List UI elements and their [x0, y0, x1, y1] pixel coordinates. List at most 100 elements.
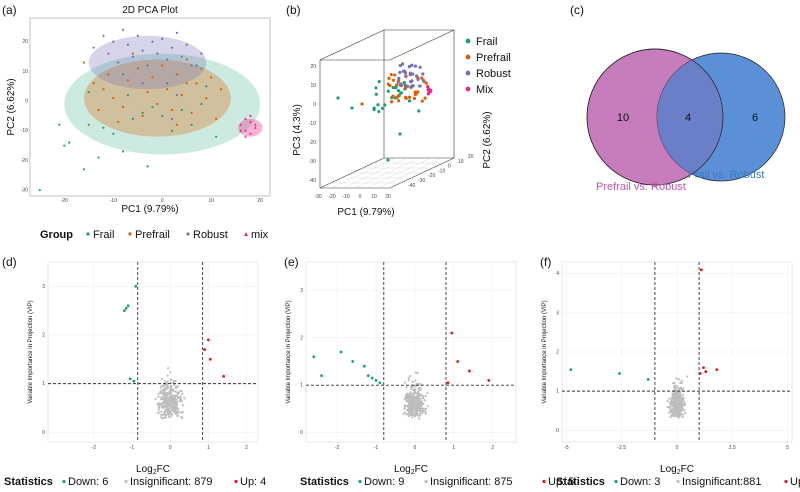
point-insignificant-e — [416, 414, 419, 417]
point-insignificant-e — [407, 399, 410, 402]
point-frail — [151, 105, 154, 109]
point-prefrail — [156, 102, 159, 106]
point-insignificant-e — [418, 400, 421, 403]
point-insignificant-e — [420, 409, 423, 413]
point-insignificant-f — [673, 410, 676, 413]
x-tick-label-e: -1 — [374, 445, 379, 451]
legend-label-a: Prefrail — [135, 229, 170, 241]
point-insignificant-d — [167, 410, 171, 414]
point-robust — [170, 117, 174, 120]
y-tick-label-f: 2 — [556, 350, 559, 356]
point-down-e — [320, 374, 323, 378]
point-down-e — [374, 379, 378, 382]
y-tick-label-f: 1 — [556, 389, 559, 395]
point-3d-robust — [421, 72, 425, 76]
point-insignificant-e — [411, 395, 414, 398]
point-frail — [190, 123, 193, 126]
point-insignificant-e — [419, 386, 422, 390]
point-prefrail — [82, 61, 85, 64]
point-robust — [121, 28, 125, 31]
point-down-f — [646, 377, 650, 381]
point-frail — [200, 102, 203, 106]
point-robust — [92, 46, 95, 49]
point-3d-frail — [396, 88, 401, 93]
point-insignificant-d — [159, 386, 162, 389]
point-insignificant-d — [174, 394, 177, 397]
point-insignificant-d — [159, 391, 163, 395]
point-insignificant-d — [162, 400, 165, 403]
point-prefrail — [136, 67, 139, 70]
ellipse-mix — [238, 118, 263, 137]
point-frail — [131, 117, 134, 120]
legend-label-f: Insignificant:881 — [682, 476, 762, 488]
point-insignificant-d — [170, 402, 173, 405]
point-insignificant-d — [160, 377, 163, 380]
point-3d-frail — [392, 85, 397, 90]
panel-letter-e: (e) — [284, 255, 299, 269]
point-robust — [146, 64, 149, 67]
point-insignificant-d — [171, 399, 174, 402]
x-tick-label-b: 20 — [385, 194, 391, 200]
point-prefrail — [126, 79, 130, 82]
point-insignificant-f — [672, 382, 675, 385]
point-3d-robust — [397, 76, 401, 81]
point-insignificant-f — [680, 379, 683, 382]
point-insignificant-f — [673, 414, 676, 418]
point-insignificant-e — [409, 391, 412, 394]
point-mix — [244, 117, 247, 120]
x-tick-label-a: 10 — [208, 198, 214, 204]
point-frail — [170, 129, 174, 132]
y-tick-label-d: 1 — [42, 381, 45, 387]
point-robust — [117, 61, 120, 64]
point-robust — [156, 52, 159, 55]
x-tick-label-e: 1 — [452, 445, 455, 451]
legend-swatch-e — [542, 479, 546, 484]
legend-label-b: Frail — [476, 36, 497, 48]
point-insignificant-e — [424, 407, 427, 410]
point-frail — [205, 85, 208, 88]
point-insignificant-d — [170, 413, 173, 416]
point-insignificant-d — [161, 402, 165, 405]
point-down-d — [128, 377, 132, 381]
venn-count-overlap: 4 — [685, 112, 691, 124]
panel-f-volcano: (f) -5 -2.5 0 2.5 5 0 1 2 3 4 Log2FC Variable Impor… — [540, 255, 800, 488]
point-insignificant-e — [417, 395, 420, 399]
point-insignificant-d — [183, 397, 186, 400]
x-tick-label-f: 2.5 — [729, 445, 736, 451]
venn-label-prefrail-robust: Prefrail vs. Robust — [596, 181, 686, 193]
point-insignificant-e — [407, 376, 410, 379]
point-3d-prefrail — [387, 76, 391, 80]
y-tick-label-a: -20 — [21, 158, 28, 164]
point-insignificant-f — [681, 413, 684, 416]
point-prefrail — [200, 67, 203, 70]
point-3d-robust — [418, 65, 422, 69]
legend-swatch-d — [234, 479, 238, 484]
point-robust — [131, 55, 134, 58]
point-3d-frail — [374, 92, 378, 96]
point-3d-frail — [380, 106, 385, 110]
point-3d-prefrail — [386, 82, 390, 86]
point-prefrail — [102, 88, 105, 91]
point-insignificant-f — [675, 414, 678, 418]
point-mix — [239, 123, 243, 126]
point-3d-prefrail — [404, 96, 408, 101]
legend-label-b: Robust — [476, 68, 511, 80]
point-mix — [249, 132, 252, 135]
point-insignificant-f — [676, 409, 679, 412]
point-insignificant-d — [166, 397, 169, 400]
point-insignificant-d — [154, 397, 157, 401]
point-insignificant-d — [167, 415, 170, 419]
point-down-e — [370, 376, 374, 380]
point-prefrail — [112, 97, 115, 100]
legend-swatch-f — [676, 479, 680, 484]
point-insignificant-f — [671, 403, 674, 406]
point-prefrail — [97, 108, 100, 112]
x-tick-label-a: -20 — [61, 198, 68, 204]
point-insignificant-d — [164, 410, 167, 413]
x-tick-label-f: -2.5 — [617, 445, 626, 451]
point-insignificant-f — [680, 381, 683, 385]
point-down-e — [339, 350, 343, 354]
point-down-e — [366, 374, 370, 378]
point-insignificant-f — [680, 397, 683, 401]
point-insignificant-e — [412, 392, 415, 395]
